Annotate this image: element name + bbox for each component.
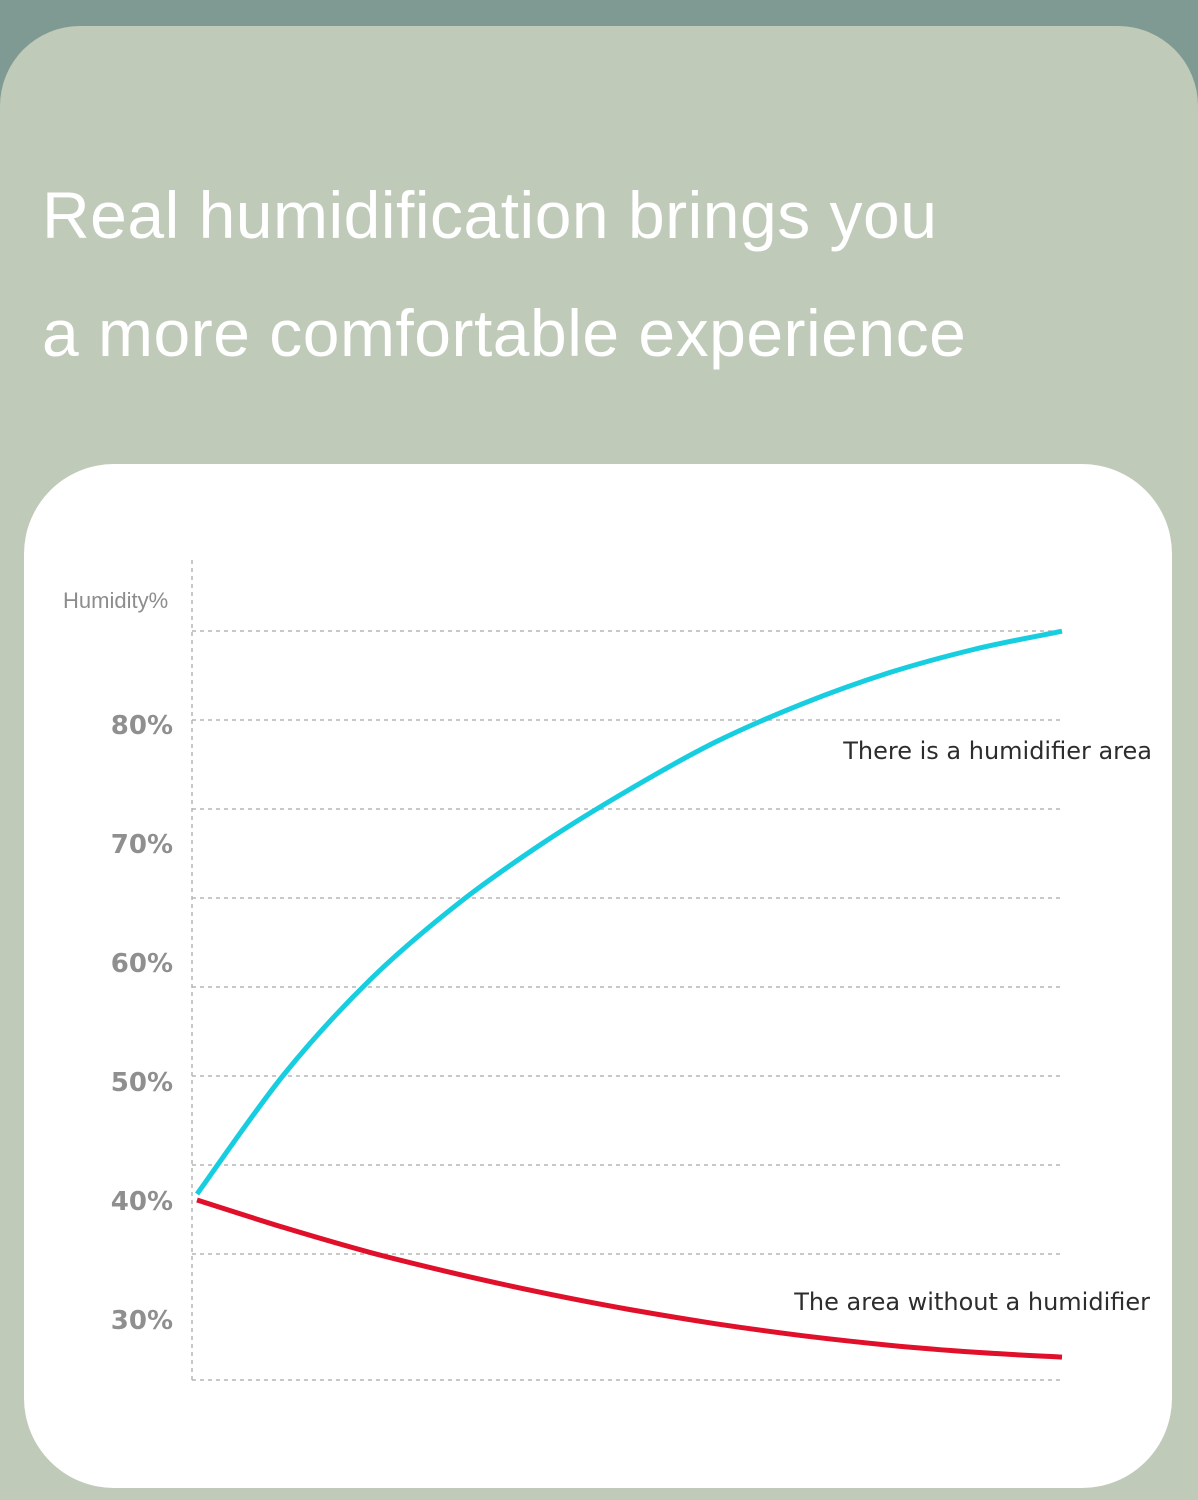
y-tick-label: 80% xyxy=(111,711,173,741)
y-tick-label: 30% xyxy=(111,1306,173,1336)
y-tick-label: 40% xyxy=(111,1187,173,1217)
series-line-1 xyxy=(196,1197,1063,1360)
series-line-0 xyxy=(194,628,1063,1196)
headline: Real humidification brings you a more co… xyxy=(42,156,966,392)
series-label-0: There is a humidifier area xyxy=(842,737,1152,765)
y-axis-label: Humidity% xyxy=(63,588,168,613)
series-label-1: The area without a humidifier xyxy=(793,1288,1150,1316)
headline-line-1: Real humidification brings you xyxy=(42,178,938,252)
chart-card xyxy=(24,464,1172,1488)
y-tick-label: 70% xyxy=(111,830,173,860)
headline-line-2: a more comfortable experience xyxy=(42,296,967,370)
y-tick-label: 60% xyxy=(111,949,173,979)
y-tick-label: 50% xyxy=(111,1068,173,1098)
